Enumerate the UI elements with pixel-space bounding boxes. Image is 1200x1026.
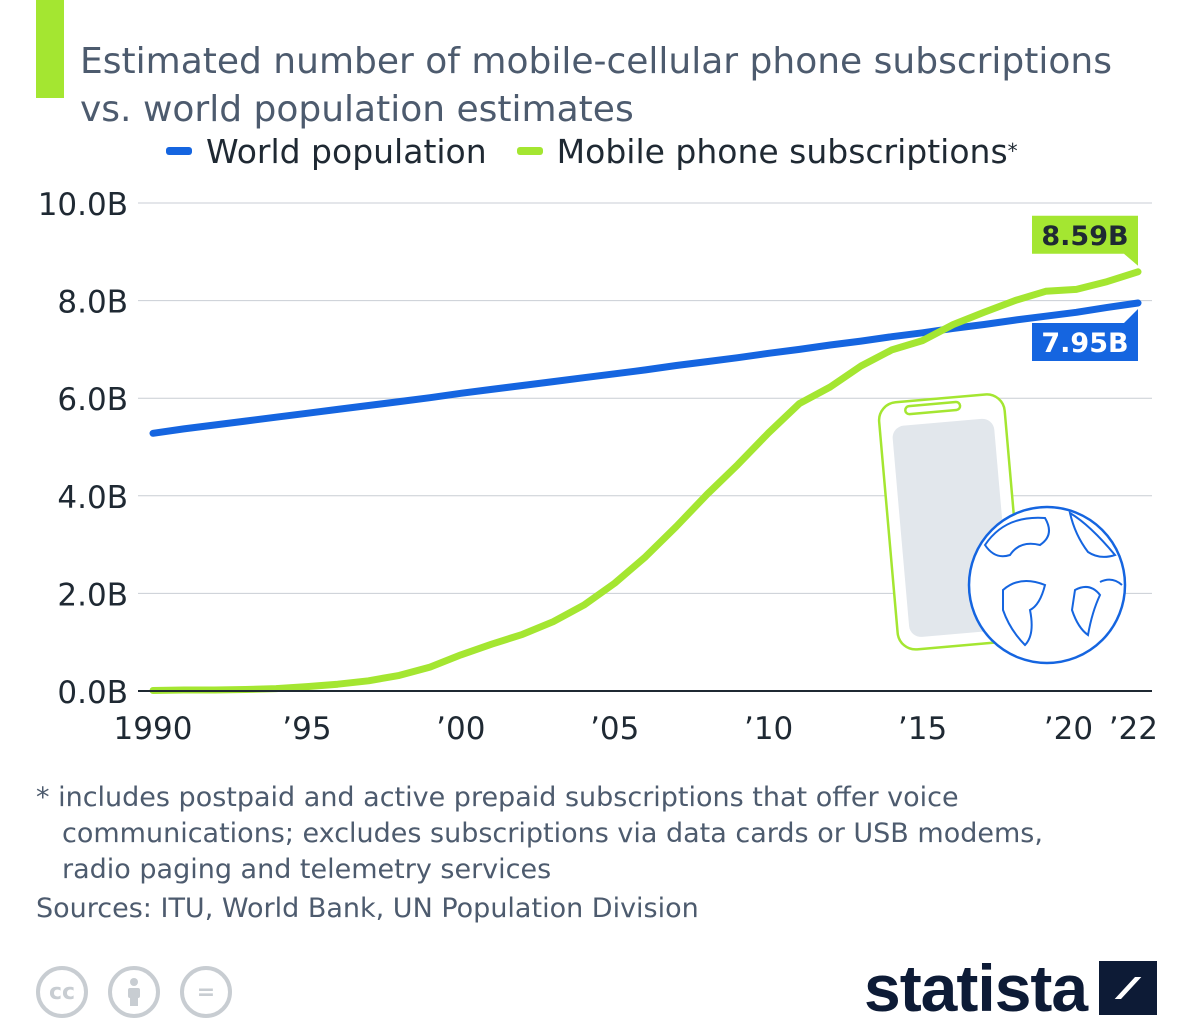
legend-footnote-marker: *	[1007, 139, 1018, 163]
globe-icon	[967, 505, 1127, 665]
cc-icon[interactable]: cc	[36, 966, 88, 1018]
x-tick-label: ’15	[898, 711, 947, 747]
footnote: * includes postpaid and active prepaid s…	[36, 780, 1136, 888]
mobile-subscriptions-line	[149, 268, 1142, 694]
phone-globe-illustration	[877, 393, 1127, 665]
population-end-label-text: 7.95B	[1041, 328, 1128, 359]
person-glyph	[128, 978, 140, 1006]
x-tick-label: ’95	[282, 711, 331, 747]
legend-item-mobile: Mobile phone subscriptions *	[516, 131, 1018, 171]
end-labels: 8.59B 7.95B	[1032, 215, 1138, 362]
legend-swatch-population	[166, 147, 192, 155]
brand-name: statista	[864, 951, 1088, 1025]
legend-swatch-mobile	[516, 147, 543, 155]
legend-label-mobile: Mobile phone subscriptions	[556, 131, 1008, 171]
y-axis-ticks: 0.0B 2.0B 4.0B 6.0B 8.0B 10.0B	[38, 187, 128, 711]
chart-title: Estimated number of mobile-cellular phon…	[80, 41, 1112, 131]
series-lines	[149, 268, 1142, 694]
y-tick-label: 10.0B	[38, 187, 128, 223]
cc-glyph: cc	[48, 979, 76, 1005]
y-tick-label: 4.0B	[57, 480, 128, 516]
footnote-line-2: communications; excludes subscriptions v…	[62, 818, 1043, 849]
population-end-label-box	[1032, 309, 1138, 362]
legend: World population Mobile phone subscripti…	[166, 128, 1048, 174]
y-tick-label: 8.0B	[57, 285, 128, 321]
legend-item-population: World population	[166, 132, 487, 171]
y-tick-label: 6.0B	[57, 382, 128, 418]
population-line	[149, 299, 1142, 437]
footnote-line-1: * includes postpaid and active prepaid s…	[36, 782, 959, 813]
x-tick-label: ’22	[1109, 711, 1158, 747]
title-accent-bar	[36, 0, 64, 98]
legend-label-population: World population	[206, 131, 487, 171]
no-derivatives-icon[interactable]: =	[180, 966, 232, 1018]
footnote-line-3: radio paging and telemetry services	[62, 854, 552, 885]
nd-glyph: =	[196, 979, 216, 1005]
mobile-end-label-text: 8.59B	[1041, 221, 1128, 252]
statista-logo-icon	[1099, 961, 1158, 1015]
population-end-label: 7.95B	[1032, 309, 1138, 362]
y-tick-label: 0.0B	[57, 675, 128, 711]
license-icons: cc =	[36, 966, 252, 1018]
x-tick-label: 1990	[114, 711, 193, 747]
x-tick-label: ’20	[1044, 711, 1093, 747]
line-chart: 0.0B 2.0B 4.0B 6.0B 8.0B 10.0B 1990 ’95 ’00 ’05 ’…	[38, 187, 1158, 747]
attribution-icon[interactable]	[108, 966, 160, 1018]
x-tick-label: ’00	[436, 711, 485, 747]
x-tick-label: ’05	[590, 711, 639, 747]
sources: Sources: ITU, World Bank, UN Population …	[36, 893, 699, 924]
statista-logo[interactable]: statista	[864, 950, 1159, 1026]
mobile-end-label: 8.59B	[1032, 215, 1138, 266]
mobile-end-label-box	[1032, 215, 1138, 266]
x-axis-ticks: 1990 ’95 ’00 ’05 ’10 ’15 ’20 ’22	[114, 711, 1158, 747]
x-tick-label: ’10	[744, 711, 793, 747]
y-tick-label: 2.0B	[57, 577, 128, 613]
